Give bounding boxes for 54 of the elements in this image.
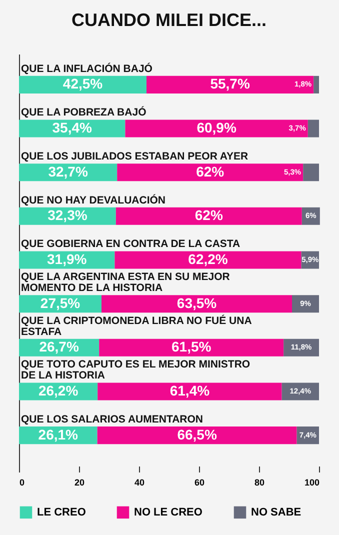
bar	[19, 76, 146, 94]
bar	[314, 76, 319, 94]
data-label: 31,9%	[47, 251, 88, 267]
y-tick-label: QUE NO HAY DEVALUACIÓN	[21, 193, 166, 206]
bar	[308, 120, 319, 138]
data-label: 66,5%	[177, 426, 218, 442]
bar	[114, 251, 302, 269]
bar	[117, 164, 304, 182]
x-tick-label: 20	[74, 478, 85, 488]
x-tick-label: 0	[20, 478, 25, 488]
data-label: 60,9%	[196, 120, 237, 136]
data-label: 26,1%	[38, 426, 79, 442]
y-tick-label: QUE LA INFLACIÓN BAJÓ	[21, 62, 152, 75]
bar	[98, 382, 282, 400]
data-label: 26,2%	[38, 382, 79, 398]
data-label: 32,3%	[48, 207, 88, 224]
data-label: 26,7%	[39, 338, 80, 355]
x-tick-label: 40	[134, 478, 145, 488]
y-tick-label: QUE LOS JUBILADOS ESTABAN PEOR AYER	[21, 150, 249, 163]
bar	[19, 251, 115, 269]
data-label: 62,2%	[188, 251, 228, 267]
x-tick-label: 60	[194, 478, 205, 488]
y-tick-label: QUE LA ARGENTINA ESTA EN SU MEJOR MOMENTO DE LA HISTORIA	[21, 271, 230, 294]
chart-title: CUANDO MILEI DICE...	[71, 10, 267, 30]
y-tick-label: QUE GOBIERNA EN CONTRA DE LA CASTA	[21, 238, 241, 250]
data-label: 27,5%	[40, 294, 81, 311]
data-label: 32,7%	[48, 163, 88, 180]
legend-label: NO LE CREO	[134, 506, 203, 518]
y-tick-label: QUE LA POBREZA BAJÓ	[21, 106, 146, 119]
x-tick-label: 80	[254, 478, 265, 488]
bar	[146, 76, 314, 94]
y-tick-label: QUE TOTO CAPUTO ES EL MEJOR MINISTRO DE LA HISTORIA	[21, 358, 250, 382]
bar	[303, 164, 319, 182]
legend-label: LE CREO	[37, 506, 86, 518]
bar	[97, 426, 297, 444]
bar	[102, 295, 292, 313]
bar	[125, 120, 308, 138]
data-label: 61,5%	[172, 338, 212, 355]
data-label: 35,4%	[52, 120, 92, 136]
data-label: 63,5%	[176, 294, 218, 311]
bar	[116, 207, 302, 225]
data-label: 62%	[194, 207, 224, 224]
y-tick-label: QUE LOS SALARIOS AUMENTARON	[21, 414, 204, 426]
data-label: 55,7%	[210, 76, 250, 92]
data-label: 42,5%	[62, 76, 104, 92]
bar	[19, 120, 126, 138]
bar	[99, 338, 284, 356]
data-label: 61,4%	[170, 382, 210, 398]
y-tick-label: QUE LA CRIPTOMONEDA LIBRA NO FUÉ UNA ESTAFA	[21, 314, 252, 338]
legend-label: NO SABE	[251, 506, 302, 518]
x-tick-label: 100	[304, 478, 320, 488]
data-label: 62%	[196, 163, 225, 180]
bar	[292, 295, 319, 313]
bar	[282, 382, 319, 400]
